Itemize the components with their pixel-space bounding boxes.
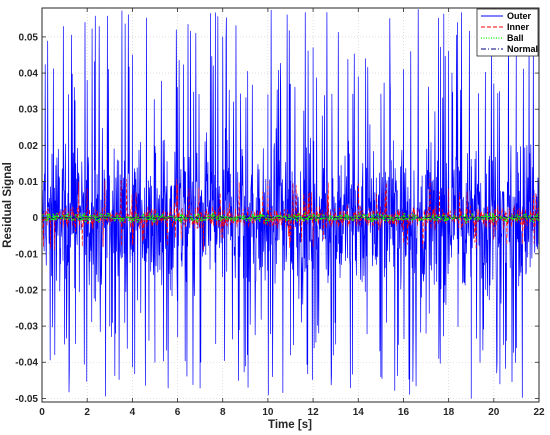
y-tick-label: 0.04 [19, 69, 39, 80]
legend-label-ball: Ball [507, 33, 524, 43]
y-tick-label: -0.05 [15, 394, 38, 405]
series-line-outer [42, 9, 539, 399]
y-tick-label: 0.02 [19, 141, 39, 152]
x-axis-title: Time [s] [268, 419, 312, 431]
series-line-normal [42, 215, 539, 220]
y-tick-labels: -0.05 -0.04 -0.03 -0.02 -0.01 0 0.01 0.02 0.03 0.… [15, 32, 38, 404]
x-tick-label: 14 [353, 407, 365, 418]
y-tick-label: -0.03 [15, 322, 38, 333]
x-tick-label: 16 [398, 407, 410, 418]
x-tick-label: 20 [488, 407, 500, 418]
legend-label-inner: Inner [507, 22, 530, 32]
series-layer [42, 9, 539, 399]
y-tick-label: 0.03 [19, 105, 39, 116]
plot-frame [41, 7, 540, 403]
x-tick-label: 12 [308, 407, 320, 418]
legend-label-normal: Normal [507, 44, 538, 54]
y-tick-label: -0.01 [15, 249, 38, 260]
x-tick-label: 6 [175, 407, 181, 418]
y-tick-label: -0.04 [15, 358, 38, 369]
y-axis-title: Residual Signal [2, 162, 14, 248]
y-tick-label: 0 [32, 213, 38, 224]
y-tick-label: -0.02 [15, 285, 38, 296]
legend-label-outer: Outer [507, 11, 532, 21]
x-tick-labels: 0 2 4 6 8 10 12 14 16 18 20 22 [39, 407, 545, 418]
x-tick-label: 8 [220, 407, 226, 418]
x-tick-label: 2 [84, 407, 90, 418]
x-tick-label: 10 [262, 407, 274, 418]
x-tick-label: 18 [443, 407, 455, 418]
x-tick-label: 22 [533, 407, 545, 418]
legend: Outer Inner Ball Normal [476, 8, 539, 57]
y-tick-label: 0.05 [19, 32, 39, 43]
x-tick-label: 4 [130, 407, 136, 418]
x-tick-label: 0 [39, 407, 45, 418]
y-tick-label: 0.01 [19, 177, 39, 188]
legend-box [476, 8, 539, 57]
